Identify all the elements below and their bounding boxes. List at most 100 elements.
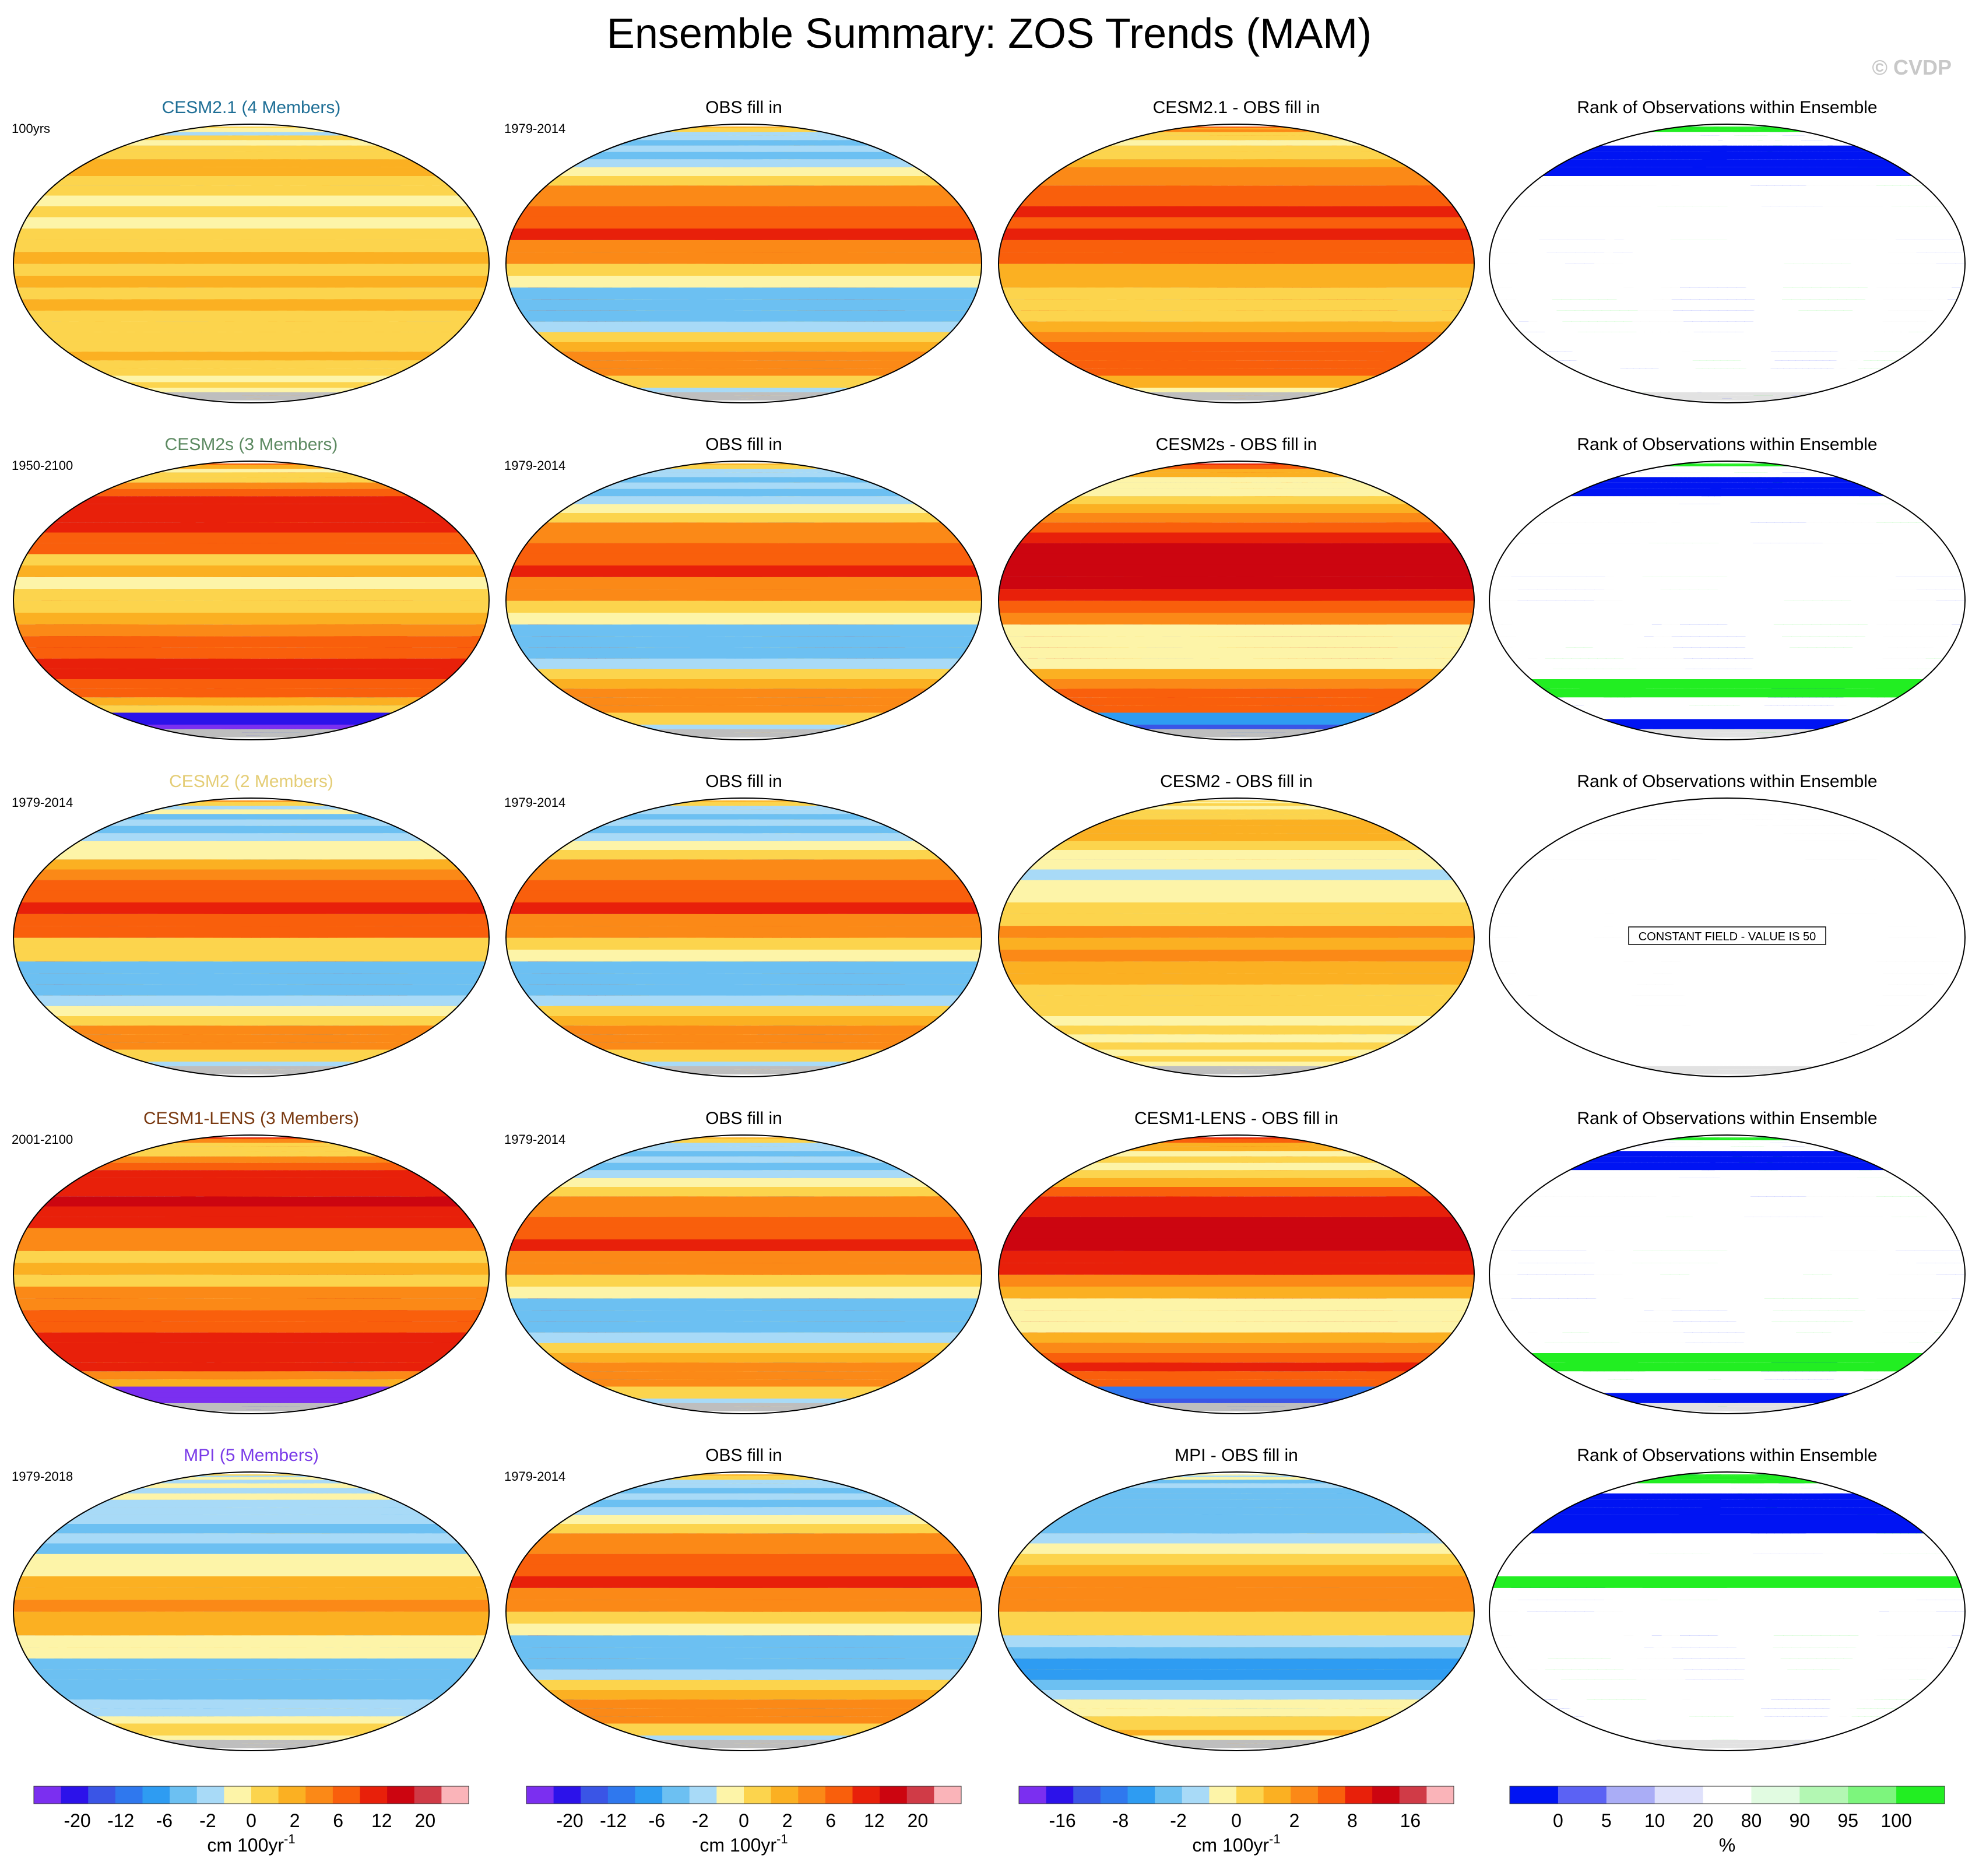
grid-cell [506, 298, 982, 311]
grid-cell [484, 205, 489, 217]
grid-cell [474, 321, 489, 332]
grid-cell [1028, 351, 1053, 361]
grid-cell [14, 175, 481, 186]
grid-cell [13, 287, 489, 300]
grid-cell [506, 185, 517, 196]
grid-cell [1175, 399, 1182, 401]
grid-cell [120, 135, 145, 140]
grid-cell [475, 310, 493, 321]
grid-cell [1021, 351, 1046, 361]
grid-cell [963, 185, 982, 196]
grid-cell [495, 275, 507, 287]
grid-cell [0, 228, 3, 240]
grid-cell [551, 360, 575, 369]
grid-cell [13, 298, 19, 311]
grid-cell [410, 151, 434, 160]
grid-cell [519, 185, 540, 196]
grid-cell [999, 341, 1466, 352]
grid-cell [483, 216, 489, 229]
grid-cell [45, 158, 451, 167]
grid-cell [43, 166, 68, 176]
grid-cell [13, 185, 32, 196]
grid-cell [81, 375, 106, 382]
grid-cell [86, 375, 111, 382]
grid-cell [507, 175, 531, 186]
grid-cell [1037, 360, 1061, 369]
grid-cell [13, 195, 489, 206]
grid-cell [1105, 387, 1363, 392]
grid-cell [0, 321, 10, 332]
grid-cell [484, 310, 489, 322]
grid-cell [482, 195, 489, 206]
grid-cell [902, 367, 926, 376]
grid-cell [597, 139, 622, 146]
grid-cell [455, 185, 476, 196]
grid-cell [476, 310, 489, 322]
grid-cell [189, 399, 197, 401]
grid-cell [958, 195, 979, 206]
grid-cell [1412, 360, 1436, 369]
grid-cell [968, 310, 982, 322]
grid-cell [13, 331, 489, 342]
grid-cell [62, 367, 87, 376]
grid-cell [0, 195, 10, 206]
grid-cell [537, 158, 562, 167]
grid-cell [506, 298, 512, 311]
grid-cell [1060, 367, 1084, 376]
grid-cell [511, 185, 533, 196]
grid-cell [456, 341, 481, 352]
grid-cell [13, 310, 27, 322]
grid-cell [1066, 375, 1091, 382]
grid-cell [13, 251, 15, 264]
grid-cell [29, 166, 467, 176]
grid-cell [506, 239, 982, 252]
grid-cell [466, 195, 486, 206]
grid-cell [1048, 367, 1419, 376]
grid-cell [43, 351, 68, 361]
grid-cell [536, 166, 560, 176]
grid-cell [120, 387, 145, 392]
grid-cell [449, 175, 473, 186]
grid-cell [682, 399, 690, 401]
grid-cell [975, 321, 982, 332]
grid-cell [13, 321, 489, 332]
grid-cell [555, 367, 926, 376]
grid-cell [506, 195, 982, 206]
grid-cell [0, 264, 5, 275]
grid-cell [506, 321, 521, 332]
grid-cell [13, 205, 27, 217]
grid-cell [427, 360, 451, 369]
grid-cell [474, 195, 489, 206]
grid-cell [13, 310, 489, 322]
grid-cell [18, 185, 40, 196]
grid-cell [100, 381, 125, 388]
grid-cell [36, 166, 61, 176]
grid-cell [45, 158, 69, 167]
grid-cell [484, 321, 503, 332]
grid-cell [189, 127, 197, 128]
grid-cell [927, 351, 952, 361]
grid-cell [0, 206, 9, 217]
grid-cell [593, 381, 890, 388]
grid-cell [568, 151, 591, 160]
grid-cell [455, 331, 476, 342]
grid-cell [897, 151, 920, 160]
grid-cell [1395, 367, 1419, 376]
map-panel-diff-row-1: CESM2.1 - OBS fill in [998, 98, 1475, 403]
grid-cell [934, 351, 959, 361]
grid-cell [947, 185, 969, 196]
grid-cell [955, 331, 977, 342]
grid-cell [555, 367, 580, 376]
grid-cell [18, 331, 40, 342]
grid-cell [522, 341, 546, 352]
grid-cell [120, 387, 378, 392]
grid-cell [13, 331, 24, 342]
grid-cell [919, 158, 943, 167]
grid-cell [593, 381, 618, 388]
grid-cell [493, 217, 509, 228]
grid-cell [976, 216, 982, 229]
grid-cell [456, 175, 481, 186]
grid-cell [506, 321, 513, 332]
grid-cell [986, 310, 1004, 321]
grid-cell [506, 185, 982, 196]
